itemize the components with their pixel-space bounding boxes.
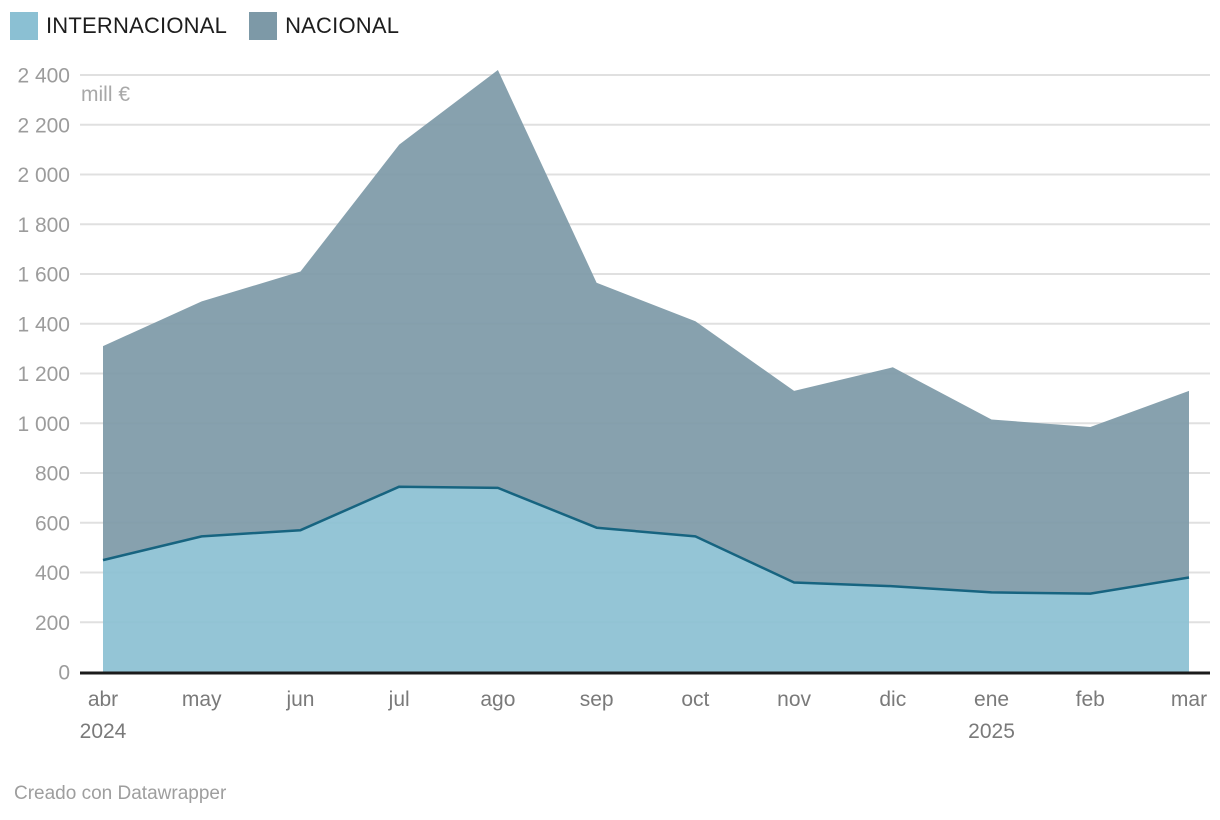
legend-label-nacional: NACIONAL <box>285 13 400 38</box>
legend-label-internacional: INTERNACIONAL <box>46 13 228 38</box>
area-internacional <box>103 486 1189 672</box>
x-tick-label: abr <box>88 688 118 711</box>
area-nacional <box>103 70 1189 594</box>
x-tick-label: sep <box>580 688 614 711</box>
x-tick-label: feb <box>1076 688 1105 711</box>
legend: INTERNACIONAL NACIONAL <box>10 12 399 40</box>
x-tick-label: may <box>182 688 222 711</box>
chart-canvas: 0 200 400 600 800 1 000 1 200 1 400 1 600 1 800 2 … <box>17 65 1210 743</box>
legend-item-internacional: INTERNACIONAL <box>10 12 227 40</box>
x-tick-label: nov <box>777 688 811 711</box>
y-tick-label: 2 000 <box>17 164 70 187</box>
x-tick-label: ene <box>974 688 1009 711</box>
x-tick-label: mar <box>1171 688 1207 711</box>
y-tick-label: 400 <box>35 562 70 585</box>
x-tick-label: ago <box>480 688 515 711</box>
x-tick-label: dic <box>879 688 906 711</box>
attribution-text: Creado con Datawrapper <box>14 783 227 804</box>
y-tick-label: 2 400 <box>17 65 70 88</box>
legend-swatch-internacional <box>10 12 38 40</box>
y-tick-label: 1 600 <box>17 264 70 287</box>
line-internacional <box>102 485 1190 595</box>
stacked-area-chart: 0 200 400 600 800 1 000 1 200 1 400 1 600 1 800 2 … <box>17 65 1210 743</box>
x-year-label: 2024 <box>80 720 127 743</box>
x-tick-label: oct <box>681 688 709 711</box>
legend-swatch-nacional <box>249 12 278 40</box>
y-tick-label: 1 800 <box>17 214 70 237</box>
y-tick-label: 1 400 <box>17 313 70 336</box>
y-tick-label: 0 <box>58 662 70 685</box>
y-tick-label: 1 000 <box>17 413 70 436</box>
x-year-label: 2025 <box>968 720 1015 743</box>
y-axis-unit-label: mill € <box>81 83 130 106</box>
y-tick-label: 2 200 <box>17 114 70 137</box>
y-tick-label: 800 <box>35 463 70 486</box>
x-tick-label: jul <box>388 688 410 711</box>
legend-item-nacional: NACIONAL <box>249 12 399 40</box>
y-tick-label: 600 <box>35 512 70 535</box>
x-tick-label: jun <box>285 688 314 711</box>
y-tick-label: 1 200 <box>17 363 70 386</box>
y-tick-label: 200 <box>35 612 70 635</box>
